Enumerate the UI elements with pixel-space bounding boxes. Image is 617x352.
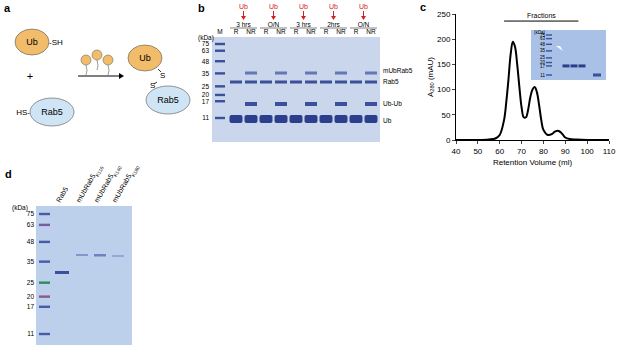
svg-text:mUbRab5K180: mUbRab5K180 bbox=[111, 163, 141, 205]
svg-text:NR: NR bbox=[306, 28, 316, 35]
svg-text:63: 63 bbox=[540, 36, 546, 41]
svg-text:75: 75 bbox=[202, 40, 210, 47]
svg-text:25: 25 bbox=[202, 83, 210, 90]
svg-text:2hrs: 2hrs bbox=[327, 21, 340, 28]
svg-text:20: 20 bbox=[540, 60, 546, 65]
svg-text:90: 90 bbox=[561, 147, 570, 156]
svg-text:-SH: -SH bbox=[49, 38, 63, 47]
svg-text:Rab5: Rab5 bbox=[383, 78, 399, 85]
svg-text:35: 35 bbox=[202, 70, 210, 77]
svg-text:Ub: Ub bbox=[26, 37, 38, 47]
svg-text:11: 11 bbox=[27, 330, 34, 337]
svg-text:S: S bbox=[160, 71, 165, 80]
svg-text:Ub: Ub bbox=[299, 3, 308, 10]
svg-text:Rab5: Rab5 bbox=[55, 185, 69, 203]
svg-text:150: 150 bbox=[437, 60, 451, 69]
svg-text:50: 50 bbox=[441, 111, 450, 120]
svg-text:0: 0 bbox=[446, 136, 451, 145]
svg-text:HS-: HS- bbox=[16, 108, 30, 117]
svg-text:(kDa): (kDa) bbox=[12, 204, 28, 212]
svg-text:Retention Volume (ml): Retention Volume (ml) bbox=[493, 158, 572, 167]
svg-text:11: 11 bbox=[202, 114, 209, 121]
svg-text:3 hrs: 3 hrs bbox=[236, 21, 251, 28]
svg-text:3 hrs: 3 hrs bbox=[296, 21, 311, 28]
svg-text:Ub: Ub bbox=[329, 3, 338, 10]
svg-text:R: R bbox=[294, 28, 299, 35]
svg-text:d: d bbox=[5, 168, 12, 180]
svg-text:40: 40 bbox=[452, 147, 461, 156]
svg-text:S: S bbox=[150, 81, 155, 90]
svg-text:Ub: Ub bbox=[139, 53, 151, 63]
svg-text:+: + bbox=[27, 70, 33, 82]
svg-text:Ub: Ub bbox=[383, 117, 392, 124]
svg-text:Rab5: Rab5 bbox=[157, 95, 179, 105]
svg-text:Ub: Ub bbox=[359, 3, 368, 10]
svg-text:c: c bbox=[420, 1, 426, 13]
svg-text:100: 100 bbox=[580, 147, 594, 156]
svg-text:63: 63 bbox=[27, 221, 35, 228]
svg-text:110: 110 bbox=[603, 147, 616, 156]
svg-text:R: R bbox=[234, 28, 239, 35]
svg-text:mUbRab5K116: mUbRab5K116 bbox=[75, 163, 105, 205]
svg-text:100: 100 bbox=[437, 85, 451, 94]
svg-text:mUbRab5K140: mUbRab5K140 bbox=[93, 163, 123, 205]
svg-text:60: 60 bbox=[495, 147, 504, 156]
svg-text:R: R bbox=[354, 28, 359, 35]
svg-text:mUbRab5: mUbRab5 bbox=[383, 67, 413, 74]
svg-text:250: 250 bbox=[437, 10, 451, 19]
svg-text:R: R bbox=[324, 28, 329, 35]
svg-text:NR: NR bbox=[246, 28, 256, 35]
svg-text:M: M bbox=[217, 28, 222, 35]
svg-text:50: 50 bbox=[473, 147, 482, 156]
svg-text:11: 11 bbox=[540, 73, 545, 78]
svg-text:A​280​ (mAU): A​280​ (mAU) bbox=[426, 57, 436, 97]
svg-text:75: 75 bbox=[540, 33, 546, 38]
svg-text:17: 17 bbox=[27, 303, 35, 310]
svg-text:80: 80 bbox=[539, 147, 548, 156]
svg-text:Rab5: Rab5 bbox=[41, 107, 63, 117]
svg-text:a: a bbox=[4, 2, 11, 14]
svg-text:35: 35 bbox=[27, 258, 35, 265]
svg-text:25: 25 bbox=[540, 55, 546, 60]
svg-text:(kDa): (kDa) bbox=[198, 34, 214, 42]
svg-text:Fractions: Fractions bbox=[527, 12, 556, 19]
svg-text:200: 200 bbox=[437, 35, 451, 44]
svg-text:35: 35 bbox=[540, 48, 546, 53]
svg-text:17: 17 bbox=[202, 98, 210, 105]
svg-text:20: 20 bbox=[27, 293, 35, 300]
svg-text:Ub-Ub: Ub-Ub bbox=[383, 100, 402, 107]
svg-text:(kDa): (kDa) bbox=[534, 30, 546, 35]
svg-text:48: 48 bbox=[27, 238, 35, 245]
svg-text:70: 70 bbox=[517, 147, 526, 156]
svg-text:48: 48 bbox=[202, 58, 210, 65]
svg-text:25: 25 bbox=[27, 279, 35, 286]
svg-text:63: 63 bbox=[202, 47, 210, 54]
svg-text:b: b bbox=[198, 2, 205, 14]
svg-text:NR: NR bbox=[276, 28, 286, 35]
svg-text:O/N: O/N bbox=[358, 21, 370, 28]
svg-text:O/N: O/N bbox=[268, 21, 280, 28]
svg-text:NR: NR bbox=[366, 28, 376, 35]
svg-text:17: 17 bbox=[540, 64, 546, 69]
svg-text:Ub: Ub bbox=[239, 3, 248, 10]
svg-text:NR: NR bbox=[336, 28, 346, 35]
svg-text:20: 20 bbox=[202, 91, 210, 98]
svg-text:Ub: Ub bbox=[269, 3, 278, 10]
svg-text:75: 75 bbox=[27, 210, 35, 217]
svg-text:48: 48 bbox=[540, 42, 546, 47]
svg-text:R: R bbox=[264, 28, 269, 35]
